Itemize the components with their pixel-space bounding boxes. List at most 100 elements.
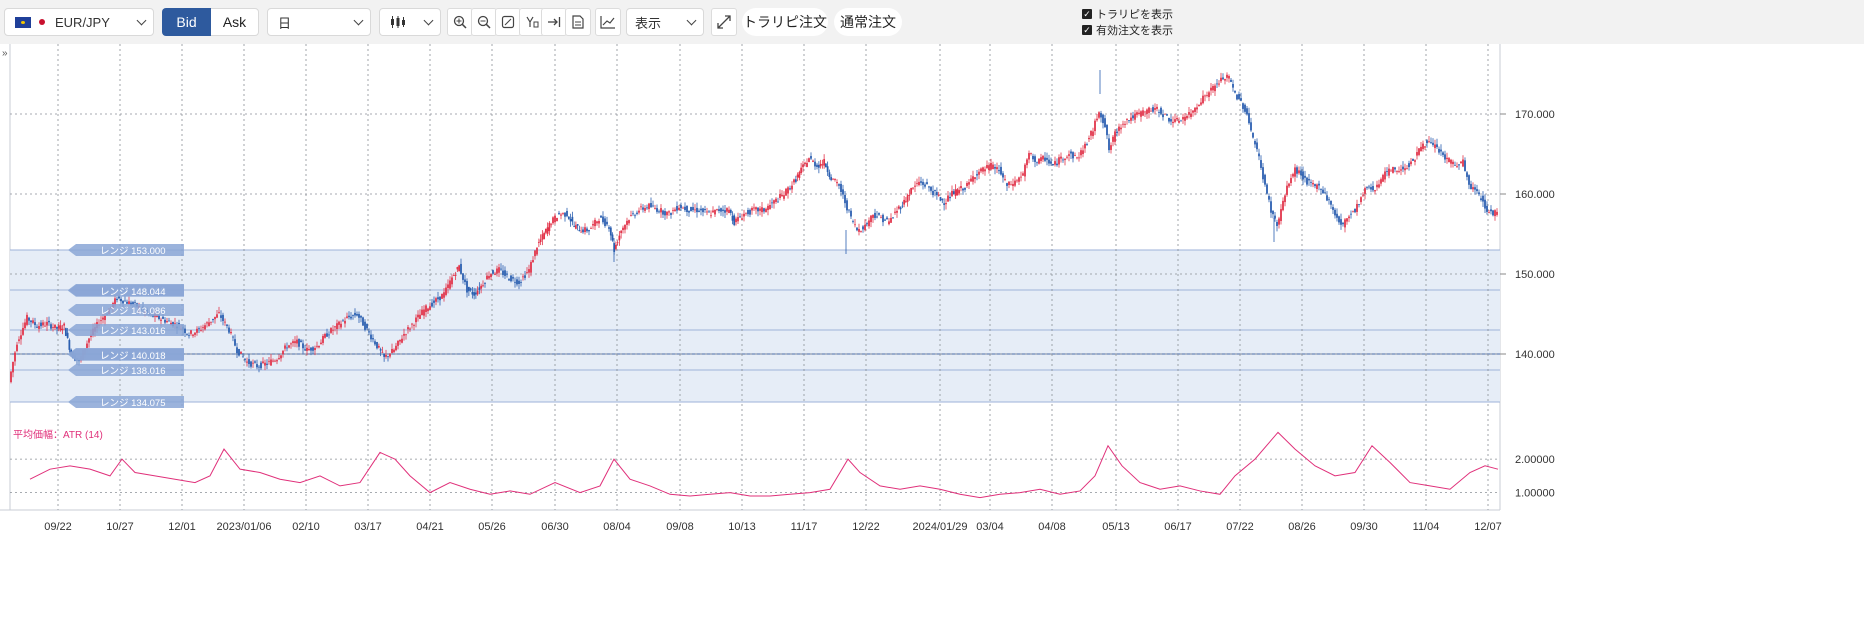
- candle-body: [700, 208, 702, 211]
- candle-body: [878, 213, 880, 215]
- candle-body: [634, 215, 636, 217]
- candle-body: [1284, 195, 1286, 203]
- candle-body: [1362, 194, 1364, 196]
- candle-body: [522, 276, 524, 278]
- candle-body: [1182, 117, 1184, 120]
- candle-body: [364, 321, 366, 330]
- candle-body: [1146, 109, 1148, 114]
- candle-body: [458, 265, 461, 272]
- candle-body: [1454, 164, 1456, 166]
- chart-type-select[interactable]: [379, 8, 441, 36]
- period-select[interactable]: 日: [267, 8, 371, 36]
- candle-body: [937, 194, 940, 196]
- candle-body: [322, 335, 324, 343]
- candle-body: [1348, 216, 1350, 219]
- range-tag-shape: [68, 324, 184, 336]
- candle-body: [385, 354, 387, 357]
- candle-body: [590, 228, 592, 229]
- candle-body: [1026, 159, 1028, 166]
- candle-body: [567, 216, 570, 219]
- fullscreen-button[interactable]: [711, 8, 737, 36]
- candle-body: [864, 224, 866, 230]
- candle-body: [594, 219, 596, 227]
- candle-body: [508, 279, 510, 281]
- candle-body: [1358, 204, 1360, 205]
- candle-body: [192, 334, 194, 336]
- candle-body: [951, 190, 953, 197]
- crosshair-button[interactable]: [519, 8, 545, 36]
- candle-body: [1242, 103, 1244, 109]
- candle-body: [990, 162, 992, 170]
- candle-body: [1474, 187, 1476, 190]
- price-chart[interactable]: 09/22 10/27 12/01 2023/01/06 02/10 03/17 04/21…: [0, 44, 1864, 640]
- candle-body: [264, 362, 266, 366]
- symbol-select[interactable]: EUR/JPY: [4, 8, 154, 36]
- candlestick-icon: [391, 16, 405, 28]
- candle-body: [1486, 205, 1488, 212]
- candle-body: [781, 194, 783, 197]
- candle-body: [978, 171, 980, 175]
- candle-body: [1430, 142, 1432, 143]
- candle-body: [274, 360, 276, 362]
- candle-body: [395, 345, 397, 351]
- candle-body: [282, 350, 284, 355]
- candle-body: [466, 281, 468, 293]
- display-select[interactable]: 表示: [626, 8, 704, 36]
- candle-body: [1196, 107, 1198, 110]
- fit-button[interactable]: [495, 8, 521, 36]
- ask-button[interactable]: Ask: [211, 8, 259, 36]
- candle-body: [894, 211, 896, 213]
- candle-body: [880, 217, 882, 219]
- document-icon: [572, 15, 584, 29]
- normal-order-button[interactable]: 通常注文: [834, 8, 902, 36]
- bid-button[interactable]: Bid: [162, 8, 211, 36]
- candle-body: [1136, 112, 1138, 115]
- candle-body: [1120, 127, 1122, 130]
- candle-body: [706, 211, 708, 213]
- candle-body: [808, 158, 810, 163]
- candle-body: [1064, 158, 1066, 161]
- candle-body: [852, 221, 854, 222]
- candle-body: [1246, 108, 1248, 115]
- trailing-order-button[interactable]: トラリピ注文: [742, 8, 828, 36]
- candle-body: [747, 210, 749, 215]
- candle-body: [226, 324, 228, 326]
- show-trailing-checkbox[interactable]: ✓ トラリピを表示: [1082, 6, 1173, 22]
- candle-body: [1394, 167, 1396, 170]
- candle-body: [1478, 192, 1480, 195]
- candle-body: [54, 324, 56, 328]
- candle-body: [1014, 180, 1016, 186]
- candle-body: [1420, 146, 1422, 152]
- candle-body: [682, 207, 684, 209]
- candle-body: [467, 286, 470, 292]
- candle-body: [504, 270, 506, 276]
- candle-body: [731, 215, 734, 221]
- candle-body: [562, 212, 564, 214]
- candle-body: [806, 162, 808, 167]
- zoom-in-button[interactable]: [447, 8, 473, 36]
- candle-body: [1040, 157, 1042, 162]
- jump-to-latest-button[interactable]: [541, 8, 567, 36]
- candle-body: [858, 228, 860, 232]
- candle-body: [956, 189, 959, 196]
- candle-body: [456, 267, 459, 270]
- document-button[interactable]: [565, 8, 591, 36]
- range-tag-label: レンジ 140.018: [100, 351, 165, 362]
- candle-body: [884, 219, 886, 221]
- indicator-button[interactable]: [595, 8, 621, 36]
- candle-body: [186, 333, 188, 335]
- candle-body: [1288, 183, 1290, 187]
- candle-body: [1280, 209, 1282, 222]
- candle-body: [1130, 117, 1132, 121]
- candle-body: [1406, 168, 1408, 170]
- candle-body: [1128, 120, 1130, 121]
- candle-body: [294, 341, 296, 344]
- candle-body: [586, 228, 588, 232]
- candle-body: [1374, 190, 1376, 192]
- candle-body: [926, 182, 928, 185]
- candle-body: [252, 362, 254, 364]
- zoom-out-button[interactable]: [471, 8, 497, 36]
- eu-flag-icon: [15, 16, 31, 28]
- candle-body: [674, 209, 676, 212]
- show-active-orders-checkbox[interactable]: ✓ 有効注文を表示: [1082, 22, 1173, 38]
